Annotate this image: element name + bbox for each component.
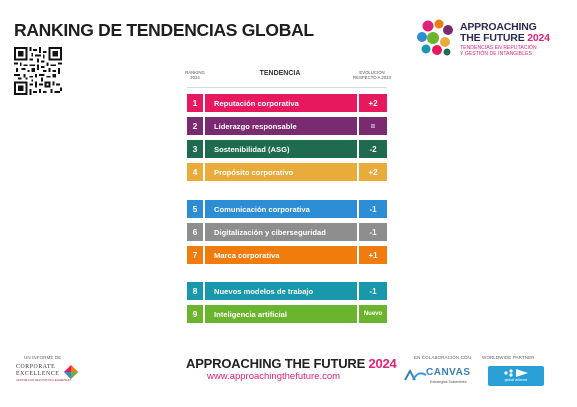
trend-label: Marca corporativa — [205, 246, 359, 264]
header-trend: TENDENCIA — [259, 70, 301, 77]
rank-number: 3 — [187, 140, 205, 158]
evolution-value: -1 — [369, 286, 377, 296]
canvas-logo[interactable]: CANVAS Estrategias Sostenibles — [404, 366, 470, 388]
table-row: 2 Liderazgo responsable = — [187, 117, 387, 135]
corporate-excellence-mark-icon — [64, 365, 78, 379]
footer-url-link[interactable]: www.approachingthefuture.com — [207, 371, 341, 382]
brand-title-line1: APPROACHING — [460, 21, 537, 33]
rank-number: 7 — [187, 246, 205, 264]
canvas-wave-icon — [404, 368, 427, 381]
brand-title-line2: THE FUTURE 2024 — [460, 32, 550, 44]
footer-title: APPROACHING THE FUTURE 2024 — [186, 356, 397, 371]
qr-code-icon[interactable] — [14, 47, 62, 95]
trend-label: Liderazgo responsable — [205, 117, 359, 135]
trend-label: Reputación corporativa — [205, 94, 359, 112]
trend-label: Propósito corporativo — [205, 163, 359, 181]
rank-number: 1 — [187, 94, 205, 112]
trend-label: Sostenibilidad (ASG) — [205, 140, 359, 158]
trend-label: Comunicación corporativa — [205, 200, 359, 218]
table-row: 1 Reputación corporativa +2 — [187, 94, 387, 112]
trend-label: Digitalización y ciberseguridad — [205, 223, 359, 241]
rank-number: 4 — [187, 163, 205, 181]
evolution-value: +2 — [368, 98, 378, 108]
report-label: UN INFORME DE — [24, 355, 62, 360]
brand-subtitle-line1: TENDENCIAS EN REPUTACIÓN — [460, 45, 537, 51]
rank-number: 9 — [187, 305, 205, 323]
evolution-value: Nuevo — [363, 311, 383, 317]
rank-number: 2 — [187, 117, 205, 135]
table-row: 8 Nuevos modelos de trabajo -1 — [187, 282, 387, 300]
table-row: 7 Marca corporativa +1 — [187, 246, 387, 264]
brand-dots-icon — [417, 19, 453, 56]
table-row: 3 Sostenibilidad (ASG) -2 — [187, 140, 387, 158]
header-evolution: EVOLUCIÓN RESPECTO A 2023 — [353, 70, 391, 81]
brand-subtitle-line2: Y GESTIÓN DE INTANGIBLES — [460, 51, 532, 57]
partner-label: WORLDWIDE PARTNER — [482, 355, 535, 360]
brand-year: 2024 — [527, 32, 550, 44]
global-alliance-logo[interactable]: global alliance — [488, 366, 544, 386]
corporate-excellence-logo[interactable]: CORPORATE EXCELLENCE CENTRE FOR REPUTATI… — [16, 364, 82, 382]
header-divider — [187, 87, 387, 88]
evolution-value: -1 — [369, 204, 377, 214]
header-rank: RANKING 2024 — [185, 70, 205, 81]
table-row: 5 Comunicación corporativa -1 — [187, 200, 387, 218]
global-alliance-mark-icon — [504, 369, 528, 377]
brand-logo[interactable]: APPROACHING THE FUTURE 2024 TENDENCIAS E… — [416, 18, 566, 62]
table-row: 6 Digitalización y ciberseguridad -1 — [187, 223, 387, 241]
rank-number: 8 — [187, 282, 205, 300]
table-row: 4 Propósito corporativo +2 — [187, 163, 387, 181]
footer-title-year: 2024 — [368, 356, 397, 371]
evolution-value: -1 — [369, 227, 377, 237]
table-row: 9 Inteligencia artificial Nuevo — [187, 305, 387, 323]
trend-label: Inteligencia artificial — [205, 305, 359, 323]
page-title: RANKING DE TENDENCIAS GLOBAL — [14, 20, 314, 40]
evolution-value: = — [370, 121, 376, 131]
evolution-value: -2 — [369, 144, 377, 154]
rank-number: 6 — [187, 223, 205, 241]
collaboration-label: EN COLABORACIÓN CON — [414, 355, 471, 360]
evolution-value: +2 — [368, 167, 378, 177]
evolution-value: +1 — [368, 250, 378, 260]
trend-label: Nuevos modelos de trabajo — [205, 282, 359, 300]
rank-number: 5 — [187, 200, 205, 218]
